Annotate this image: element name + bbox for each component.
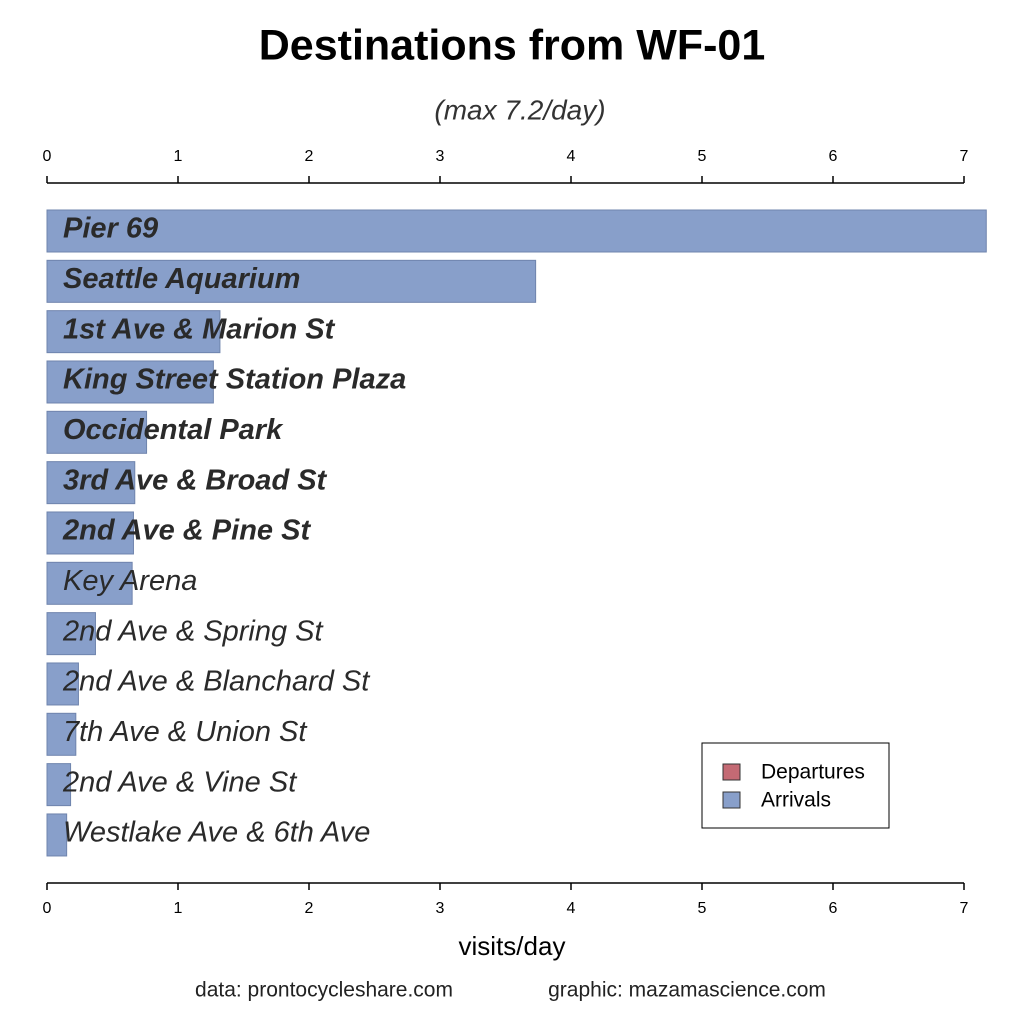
bar <box>46 410 148 454</box>
x-tick-label: 5 <box>698 900 707 917</box>
category-label: Seattle Aquarium <box>63 263 300 295</box>
bar <box>46 209 987 253</box>
category-label: 2nd Ave & Spring St <box>62 615 324 647</box>
category-label: Pier 69 <box>63 213 158 245</box>
x-tick-label: 4 <box>567 148 576 165</box>
category-label: 3rd Ave & Broad St <box>63 464 328 496</box>
bar <box>46 612 96 656</box>
bar <box>46 461 136 505</box>
legend-swatch <box>722 791 741 809</box>
category-label: 2nd Ave & Vine St <box>62 766 298 798</box>
x-tick-label: 1 <box>174 900 183 917</box>
legend-label: Departures <box>761 761 865 784</box>
category-label: 2nd Ave & Pine St <box>62 515 311 547</box>
bar <box>46 310 221 354</box>
chart-subtitle: (max 7.2/day) <box>434 94 605 125</box>
legend-swatch <box>722 763 741 781</box>
x-tick-label: 1 <box>174 148 183 165</box>
x-tick-label: 4 <box>567 900 576 917</box>
bar <box>46 813 68 857</box>
category-label: 7th Ave & Union St <box>63 716 308 748</box>
x-tick-label: 7 <box>960 900 969 917</box>
bar <box>46 360 214 404</box>
x-tick-label: 2 <box>305 900 314 917</box>
x-tick-label: 0 <box>43 148 52 165</box>
footer-text: graphic: mazamascience.com <box>548 979 826 1002</box>
category-label: Occidental Park <box>63 414 284 446</box>
x-tick-label: 7 <box>960 148 969 165</box>
x-tick-label: 2 <box>305 148 314 165</box>
x-tick-label: 3 <box>436 148 445 165</box>
category-label: King Street Station Plaza <box>63 364 406 396</box>
bar <box>46 561 133 605</box>
footer-text: data: prontocycleshare.com <box>195 979 453 1002</box>
legend-box <box>701 742 890 829</box>
bar <box>46 763 72 807</box>
category-label: 1st Ave & Marion St <box>63 313 336 345</box>
category-label: 2nd Ave & Blanchard St <box>62 666 371 698</box>
legend-label: Arrivals <box>761 789 831 812</box>
x-tick-label: 0 <box>43 900 52 917</box>
x-tick-label: 3 <box>436 900 445 917</box>
category-label: Westlake Ave & 6th Ave <box>63 817 370 849</box>
category-label: Key Arena <box>63 565 197 597</box>
bar <box>46 511 134 555</box>
chart-title: Destinations from WF-01 <box>259 21 766 69</box>
bar <box>46 259 537 303</box>
bar <box>46 662 79 706</box>
x-tick-label: 5 <box>698 148 707 165</box>
bar <box>46 712 77 756</box>
x-axis-label: visits/day <box>459 931 566 961</box>
x-tick-label: 6 <box>829 148 838 165</box>
x-tick-label: 6 <box>829 900 838 917</box>
